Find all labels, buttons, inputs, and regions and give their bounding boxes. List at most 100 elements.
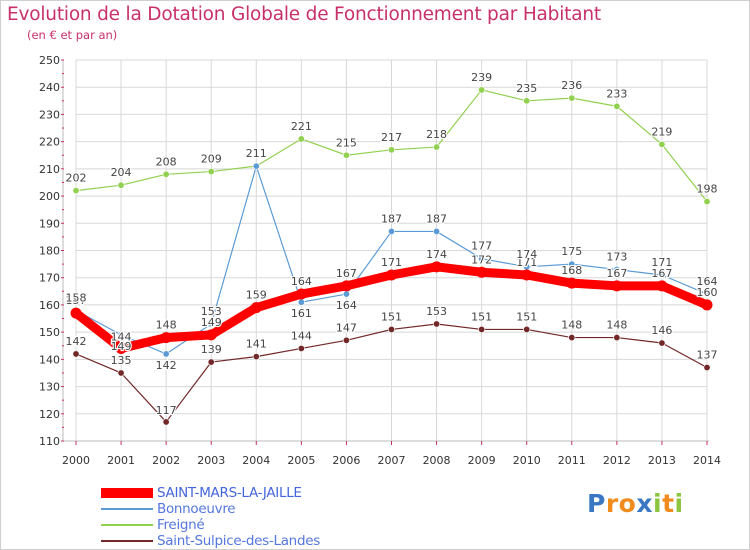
data-label: 198 (697, 183, 718, 196)
data-point (478, 325, 486, 333)
data-point (207, 168, 215, 176)
data-label: 209 (201, 153, 222, 166)
data-point (613, 266, 621, 274)
data-point (70, 307, 82, 319)
logo-letter: o (618, 489, 637, 518)
proxiti-logo: Proxiti (587, 489, 684, 518)
logo-letter: i (674, 489, 684, 518)
data-label: 236 (561, 79, 582, 92)
data-point (566, 277, 578, 289)
y-tick-label: 240 (39, 81, 60, 94)
legend-item: SAINT-MARS-LA-JAILLE (101, 485, 320, 501)
data-label: 167 (651, 267, 672, 280)
data-point (431, 261, 443, 273)
legend-item: Bonnoeuvre (101, 501, 320, 517)
data-label: 211 (246, 147, 267, 160)
data-point (703, 198, 711, 206)
data-label: 159 (246, 289, 267, 302)
logo-letter: P (587, 489, 606, 518)
data-label: 151 (516, 310, 537, 323)
data-label: 148 (606, 319, 627, 332)
data-label: 144 (291, 329, 312, 342)
data-point (342, 151, 350, 159)
data-point (340, 280, 352, 292)
data-label: 219 (651, 125, 672, 138)
data-label: 142 (156, 359, 177, 372)
data-point (387, 325, 395, 333)
data-label: 171 (516, 256, 537, 269)
data-point (386, 269, 397, 281)
data-label: 171 (381, 256, 402, 269)
data-point (433, 227, 441, 235)
x-tick-label: 2012 (603, 454, 631, 467)
data-label: 151 (381, 310, 402, 323)
y-tick-label: 140 (39, 353, 60, 366)
x-tick-label: 2009 (468, 454, 496, 467)
x-tick-label: 2005 (287, 454, 315, 467)
data-label: 117 (156, 404, 177, 417)
data-point (658, 339, 666, 347)
data-point (162, 350, 170, 358)
data-label: 147 (336, 321, 357, 334)
x-tick-label: 2003 (197, 454, 225, 467)
y-tick-label: 200 (39, 190, 60, 203)
x-tick-label: 2013 (648, 454, 676, 467)
y-tick-label: 220 (39, 136, 60, 149)
x-tick-label: 2011 (558, 454, 586, 467)
y-tick-label: 190 (39, 217, 60, 230)
x-tick-label: 2002 (152, 454, 180, 467)
data-label: 235 (516, 82, 537, 95)
legend-swatch (101, 540, 153, 542)
data-point (117, 369, 125, 377)
data-point (117, 331, 125, 339)
data-label: 160 (697, 286, 718, 299)
data-label: 142 (66, 335, 87, 348)
data-point (523, 325, 531, 333)
data-point (117, 181, 125, 189)
data-label: 157 (66, 294, 87, 307)
y-tick-label: 170 (39, 272, 60, 285)
data-label: 202 (66, 172, 87, 185)
data-point (613, 334, 621, 342)
x-tick-label: 2001 (107, 454, 135, 467)
data-label: 174 (426, 248, 447, 261)
data-label: 173 (606, 251, 627, 264)
data-point (297, 344, 305, 352)
data-point (703, 364, 711, 372)
y-tick-label: 250 (39, 54, 60, 67)
data-point (342, 290, 350, 298)
data-label: 137 (697, 349, 718, 362)
data-label: 239 (471, 71, 492, 84)
x-tick-label: 2008 (423, 454, 451, 467)
data-label: 158 (66, 291, 87, 304)
data-point (568, 334, 576, 342)
data-label: 148 (156, 319, 177, 332)
logo-letter: i (653, 489, 663, 518)
data-label: 187 (426, 212, 447, 225)
data-label: 172 (471, 253, 492, 266)
data-label: 174 (516, 248, 537, 261)
data-point (250, 302, 262, 314)
data-label: 171 (651, 256, 672, 269)
data-point (656, 280, 668, 292)
data-label: 161 (291, 307, 312, 320)
data-label: 148 (561, 319, 582, 332)
data-point (658, 140, 666, 148)
data-point (72, 350, 80, 358)
data-label: 204 (111, 166, 132, 179)
x-tick-label: 2000 (62, 454, 90, 467)
data-point (207, 358, 215, 366)
data-point (252, 353, 260, 361)
y-tick-label: 180 (39, 245, 60, 258)
data-point (703, 290, 711, 298)
data-label: 149 (201, 316, 222, 329)
data-point (205, 329, 217, 341)
data-label: 208 (156, 155, 177, 168)
data-label: 221 (291, 120, 312, 133)
y-tick-label: 230 (39, 108, 60, 121)
y-tick-label: 150 (39, 326, 60, 339)
data-point (476, 266, 488, 278)
data-label: 146 (651, 324, 672, 337)
